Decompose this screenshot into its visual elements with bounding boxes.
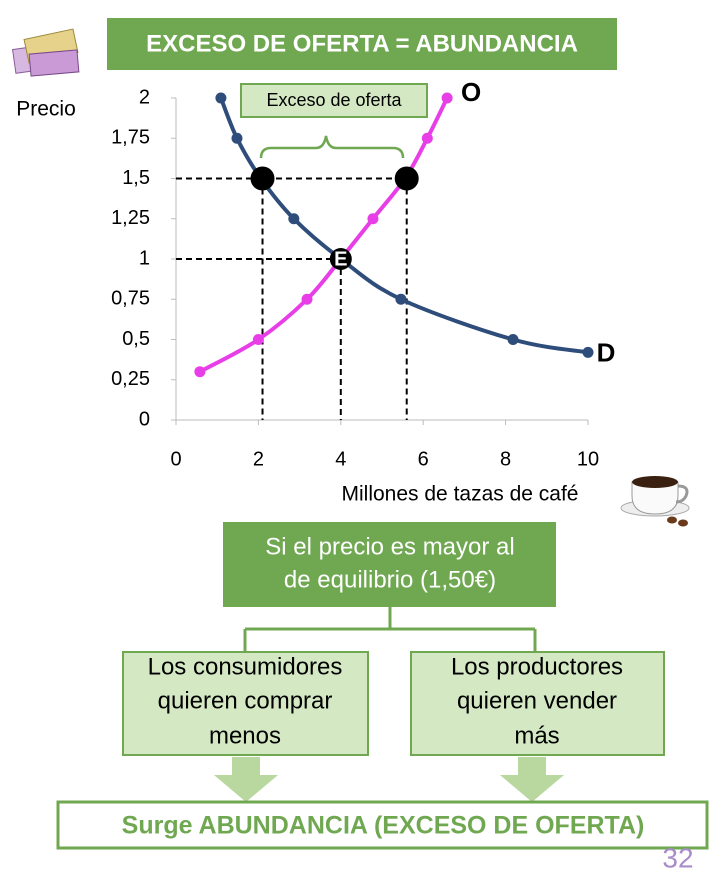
right-text: más — [514, 722, 559, 749]
right-text: quieren vender — [457, 687, 617, 714]
condition-text: de equilibrio (1,50€) — [284, 566, 496, 593]
point — [252, 334, 264, 345]
condition-text: Si el precio es mayor al — [265, 533, 514, 560]
highlight-point — [394, 166, 419, 191]
y-tick-label: 0,5 — [122, 328, 150, 350]
chart-title: EXCESO DE OFERTA = ABUNDANCIA — [146, 30, 578, 57]
point — [441, 92, 453, 104]
x-tick-label: 4 — [335, 448, 346, 470]
y-tick-label: 1,5 — [122, 167, 150, 189]
point — [395, 293, 407, 305]
result-box — [56, 800, 709, 850]
annotation: Exceso de oferta — [266, 90, 402, 110]
x-tick-label: 6 — [418, 448, 429, 470]
left-box — [122, 651, 369, 756]
point — [582, 346, 594, 358]
left-text: quieren comprar — [158, 687, 333, 714]
series-label: D — [597, 337, 616, 367]
point — [194, 366, 206, 378]
point — [288, 213, 300, 225]
left-text: menos — [209, 722, 281, 749]
point — [507, 334, 519, 345]
point — [301, 293, 313, 305]
y-axis-label: Precio — [16, 98, 76, 121]
title-box — [107, 18, 617, 70]
highlight-point — [329, 248, 352, 270]
x-tick-label: 2 — [253, 448, 264, 470]
y-tick-label: 0 — [139, 408, 150, 430]
point — [231, 132, 243, 144]
page-number: 32 — [662, 842, 693, 873]
right-text: Los productores — [451, 653, 623, 680]
x-tick-label: 8 — [500, 448, 511, 470]
point-label: E — [334, 248, 347, 270]
highlight-point — [250, 166, 275, 191]
annotation-box — [240, 83, 428, 118]
point — [421, 132, 433, 144]
series-label: O — [461, 77, 481, 107]
point — [367, 213, 379, 225]
condition-box — [223, 522, 556, 607]
y-tick-label: 0,25 — [111, 368, 150, 390]
connector — [243, 607, 537, 652]
y-tick-label: 1,75 — [111, 127, 150, 149]
coffee-icon — [620, 476, 690, 527]
right-box — [410, 651, 665, 756]
x-tick-label: 10 — [577, 448, 599, 470]
x-tick-label: 0 — [170, 448, 181, 470]
y-tick-label: 0,75 — [111, 288, 150, 310]
arrow — [214, 757, 278, 802]
x-axis-label: Millones de tazas de café — [342, 483, 579, 506]
y-tick-label: 1 — [139, 247, 150, 269]
series-line — [219, 97, 589, 355]
arrow — [500, 757, 564, 802]
result-text: Surge ABUNDANCIA (EXCESO DE OFERTA) — [122, 812, 645, 840]
point — [215, 92, 227, 104]
bracket — [259, 135, 405, 159]
y-tick-label: 2 — [139, 86, 150, 108]
money-icon — [12, 28, 80, 77]
left-text: Los consumidores — [148, 653, 343, 680]
y-tick-label: 1,25 — [111, 207, 150, 229]
